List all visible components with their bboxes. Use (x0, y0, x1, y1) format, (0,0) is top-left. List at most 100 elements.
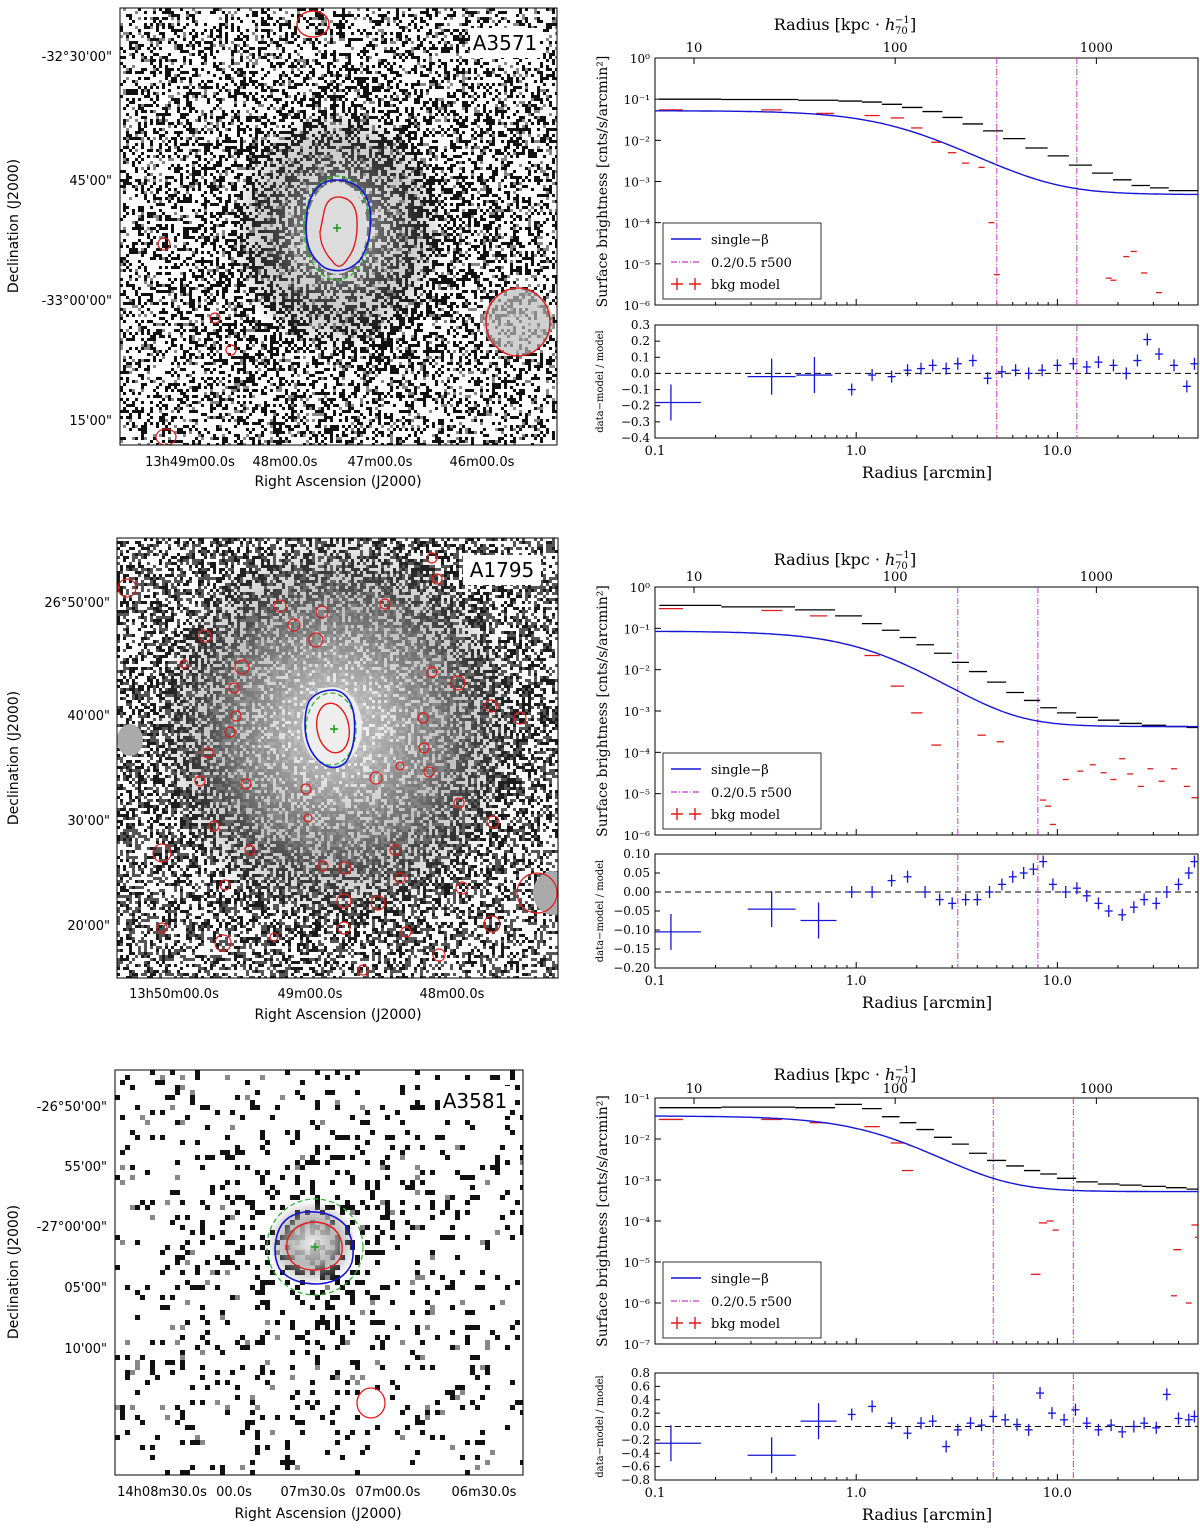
masked-source-contour (336, 893, 352, 909)
masked-source-contour (431, 573, 443, 585)
x-axis-label: Radius [arcmin] (862, 463, 992, 482)
x-tick-label: 10.0 (1043, 1486, 1072, 1501)
cluster-label: A3571 (473, 31, 538, 55)
dec-tick-label: 20'00" (67, 919, 110, 934)
masked-source-contour (317, 860, 329, 872)
masked-source-contour (219, 879, 231, 891)
dec-tick-label: 05'00" (64, 1281, 107, 1296)
centroid-marker (311, 1243, 319, 1251)
x-axis-label: Radius [arcmin] (862, 1505, 992, 1524)
top-tick-label: 1000 (1080, 570, 1113, 585)
resid-tick-label: 0.3 (631, 318, 650, 332)
top-tick-label: 10 (686, 1082, 703, 1097)
top-axis-title-sup: −1 (895, 15, 910, 26)
resid-axis-label: data−model / model (595, 1375, 606, 1478)
masked-source-contour (394, 872, 406, 884)
main-plot-area (655, 604, 1198, 826)
masked-source-contour (485, 287, 551, 357)
top-axis-title-sup: −1 (895, 1065, 910, 1076)
masked-source-contour (230, 710, 242, 722)
x-tick-label: 10.0 (1043, 974, 1072, 989)
resid-tick-label: −0.05 (613, 904, 650, 918)
top-axis-title-sub: 70 (895, 1076, 908, 1087)
dec-tick-label: 10'00" (64, 1342, 107, 1357)
blue-contour (274, 1210, 354, 1285)
image-frame (119, 7, 558, 446)
legend-r500-label: 0.2/0.5 r500 (711, 1295, 792, 1310)
masked-source-contour (357, 964, 369, 976)
dec-tick-label: 55'00" (64, 1160, 107, 1175)
masked-source-contour (225, 344, 237, 356)
centroid-marker (333, 224, 341, 232)
masked-source-contour (179, 659, 189, 669)
y-tick-label: 10⁻⁶ (624, 1297, 651, 1311)
resid-tick-label: 0.2 (631, 1406, 650, 1420)
y-tick-label: 10⁻² (624, 134, 651, 148)
x-tick-label: 10.0 (1043, 444, 1072, 459)
masked-source-contour (240, 778, 252, 790)
ra-tick-label: 48m00.0s (420, 987, 485, 1002)
x-tick-label: 0.1 (645, 444, 666, 459)
masked-source-contour (418, 742, 430, 754)
source-blob (533, 871, 558, 915)
legend-r500-label: 0.2/0.5 r500 (711, 786, 792, 801)
dec-tick-label: 45'00" (69, 174, 112, 189)
ra-tick-label: 47m00.0s (348, 455, 413, 470)
top-axis-title-h: h (885, 15, 895, 34)
top-axis-title: Radius [kpc · (774, 15, 880, 34)
image-frame (116, 537, 559, 979)
red-core-contour (315, 702, 351, 754)
resid-tick-label: 0.4 (631, 1393, 650, 1407)
legend-r500-label: 0.2/0.5 r500 (711, 256, 792, 271)
ra-tick-label: 13h50m00.0s (129, 987, 219, 1002)
masked-source-contour (157, 237, 171, 251)
masked-source-contour (224, 726, 236, 738)
y-tick-label: 10⁻¹ (624, 1092, 650, 1106)
cluster-label-box (463, 555, 541, 585)
legend-bkg-swatch (671, 278, 701, 290)
masked-source-contour (453, 797, 465, 809)
x-axis-label: Radius [arcmin] (862, 993, 992, 1012)
resid-tick-label: 0.8 (631, 1366, 650, 1380)
masked-source-contour (337, 921, 351, 935)
ra-tick-label: 07m30.0s (281, 1485, 346, 1500)
top-tick-label: 1000 (1080, 41, 1113, 56)
masked-source-contour (287, 618, 301, 632)
masked-source-contour (356, 1387, 386, 1419)
masked-source-contour (484, 699, 498, 713)
y-axis-label: Surface brightness [cnts/s/arcmin²] (595, 585, 611, 837)
ra-tick-label: 13h49m00.0s (145, 455, 235, 470)
x-tick-label: 0.1 (645, 1486, 666, 1501)
resid-tick-label: −0.10 (613, 923, 650, 937)
masked-source-contour (516, 872, 558, 914)
dec-tick-labels: -26°50'00" 55'00" -27°00'00" 05'00" 10'00" (37, 1100, 107, 1357)
ra-tick-label: 49m00.0s (278, 987, 343, 1002)
masked-source-contour (244, 844, 256, 856)
dec-tick-label: 26°50'00" (44, 596, 110, 611)
y-tick-label: 10⁻⁴ (624, 217, 651, 231)
resid-tick-label: 0.0 (631, 366, 650, 380)
top-tick-label: 1000 (1080, 1082, 1113, 1097)
dec-axis-label: Declination (J2000) (6, 691, 22, 825)
y-tick-label: 10⁻⁷ (624, 1338, 651, 1352)
x-tick-label: 0.1 (645, 974, 666, 989)
legend-bkg-label: bkg model (711, 808, 780, 823)
main-plot-area (655, 98, 1198, 294)
resid-axis-label: data−model / model (595, 860, 606, 963)
x-tick-label: 1.0 (846, 444, 867, 459)
y-tick-label: 10⁻⁴ (624, 746, 651, 760)
residual-axes-frame (654, 853, 1199, 969)
masked-source-contour (228, 682, 240, 694)
cluster-label-box (440, 1086, 510, 1116)
image-panel-a3571: A3571 -32°30'00" 45'00" -33°00'00" 15'00" 1… (6, 7, 558, 490)
resid-tick-label: −0.2 (621, 399, 650, 413)
noise-gray-pixels (120, 8, 557, 445)
legend-beta-label: single−β (711, 1272, 769, 1287)
y-tick-label: 10⁻⁵ (624, 1256, 651, 1270)
y-tick-label: 10⁰ (630, 52, 650, 66)
masked-source-contour (152, 843, 172, 863)
y-tick-label: 10⁻¹ (624, 622, 650, 636)
dec-axis-label: Declination (J2000) (6, 1205, 22, 1339)
ra-tick-label: 14h08m30.0s (117, 1485, 207, 1500)
